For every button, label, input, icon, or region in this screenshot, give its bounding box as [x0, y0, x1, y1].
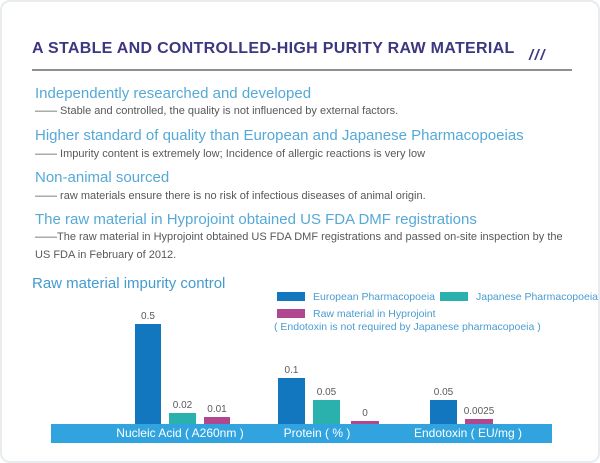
bullet-detail-fda-dmf: ——The raw material in Hyprojoint obtaine…	[35, 231, 563, 261]
bar-value-label: 0.05	[433, 387, 454, 398]
bar-value-label: 0.5	[141, 311, 155, 322]
legend-swatch-japanese-icon	[440, 292, 468, 302]
chart-title: Raw material impurity control	[32, 275, 226, 292]
bar-japanese-pharmacopoeia	[169, 413, 196, 424]
bar-raw-material-in-hyprojoint	[204, 417, 230, 424]
bullet-detail-independent: —— Stable and controlled, the quality is…	[35, 105, 399, 117]
bar-value-label: 0.0025	[463, 406, 495, 417]
bar-european-pharmacopoeia	[135, 324, 161, 424]
legend-item-european: European Pharmacopoeia	[277, 288, 436, 303]
triple-slash-icon: ///	[529, 47, 547, 64]
legend-label-european: European Pharmacopoeia	[313, 290, 436, 303]
axis-category-label: Protein ( % )	[283, 426, 351, 440]
bar-european-pharmacopoeia	[430, 400, 457, 424]
bar-value-label: 0.05	[316, 387, 337, 398]
legend-label-japanese: Japanese Pharmacopoeia	[476, 290, 599, 303]
bar-value-label: 0.02	[172, 400, 193, 411]
bar-raw-material-in-hyprojoint	[351, 421, 379, 424]
title-underline	[32, 69, 572, 71]
page-title: A STABLE AND CONTROLLED-HIGH PURITY RAW …	[32, 40, 515, 57]
bullet-heading-higher-standard: Higher standard of quality than European…	[35, 127, 524, 144]
bullet-heading-non-animal: Non-animal sourced	[35, 169, 170, 186]
bar-japanese-pharmacopoeia	[313, 400, 340, 424]
bar-european-pharmacopoeia	[278, 378, 305, 424]
x-axis-band	[51, 424, 552, 443]
legend-swatch-hyprojoint-icon	[277, 309, 305, 319]
bar-value-label: 0	[362, 408, 368, 419]
legend-swatch-european-icon	[277, 292, 305, 302]
axis-category-label: Endotoxin ( EU/mg )	[413, 426, 523, 440]
bullet-heading-fda-dmf: The raw material in Hyprojoint obtained …	[35, 211, 477, 228]
bar-raw-material-in-hyprojoint	[465, 419, 493, 424]
bullet-detail-higher-standard: —— Impurity content is extremely low; In…	[35, 148, 426, 160]
chart-note: ( Endotoxin is not required by Japanese …	[274, 321, 541, 333]
bar-value-label: 0.01	[207, 404, 227, 415]
bar-value-label: 0.1	[284, 365, 299, 376]
legend-item-hyprojoint: Raw material in Hyprojoint	[277, 305, 436, 320]
legend-item-japanese: Japanese Pharmacopoeia	[440, 288, 599, 303]
bullet-heading-independent: Independently researched and developed	[35, 85, 312, 102]
bullet-detail-non-animal: —— raw materials ensure there is no risk…	[35, 190, 426, 202]
axis-category-label: Nucleic Acid ( A260nm )	[116, 426, 244, 440]
legend-label-hyprojoint: Raw material in Hyprojoint	[313, 307, 436, 320]
bar-chart: Nucleic Acid ( A260nm ) 0.5 0.02 0.01 Protei…	[2, 283, 598, 443]
